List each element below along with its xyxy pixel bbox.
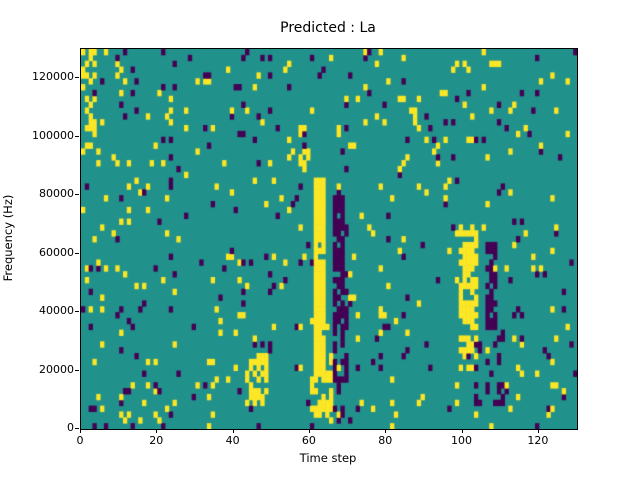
y-tick-mark	[75, 135, 79, 137]
x-tick-mark	[385, 429, 387, 433]
y-tick-mark	[75, 252, 79, 254]
y-tick-mark	[75, 311, 79, 313]
y-tick-label: 0	[67, 421, 74, 434]
y-tick-mark	[75, 194, 79, 196]
y-tick-label: 60000	[39, 245, 74, 259]
y-axis-label: Frequency (Hz)	[1, 194, 15, 282]
x-tick-mark	[232, 429, 234, 433]
x-tick-mark	[80, 429, 81, 433]
x-tick-label: 40	[225, 434, 240, 447]
y-tick-label: 100000	[32, 128, 74, 142]
x-tick-label: 60	[301, 434, 316, 447]
x-tick-mark	[461, 429, 463, 433]
y-tick-mark	[75, 77, 79, 79]
x-tick-mark	[537, 429, 539, 433]
x-tick-label: 120	[527, 434, 549, 447]
y-tick-mark	[75, 428, 79, 429]
x-tick-label: 20	[149, 434, 164, 447]
x-tick-label: 0	[76, 434, 84, 447]
y-tick-label: 20000	[39, 362, 74, 376]
x-tick-mark	[156, 429, 158, 433]
plot-title: Predicted : La	[280, 20, 376, 36]
x-tick-label: 80	[378, 434, 393, 447]
x-tick-label: 100	[451, 434, 473, 447]
y-tick-label: 80000	[39, 187, 74, 201]
x-tick-mark	[308, 429, 310, 433]
y-tick-mark	[75, 369, 79, 371]
y-tick-label: 120000	[32, 70, 74, 84]
heatmap-canvas	[80, 48, 578, 430]
y-tick-label: 40000	[39, 304, 74, 318]
x-axis-label: Time step	[299, 451, 357, 465]
